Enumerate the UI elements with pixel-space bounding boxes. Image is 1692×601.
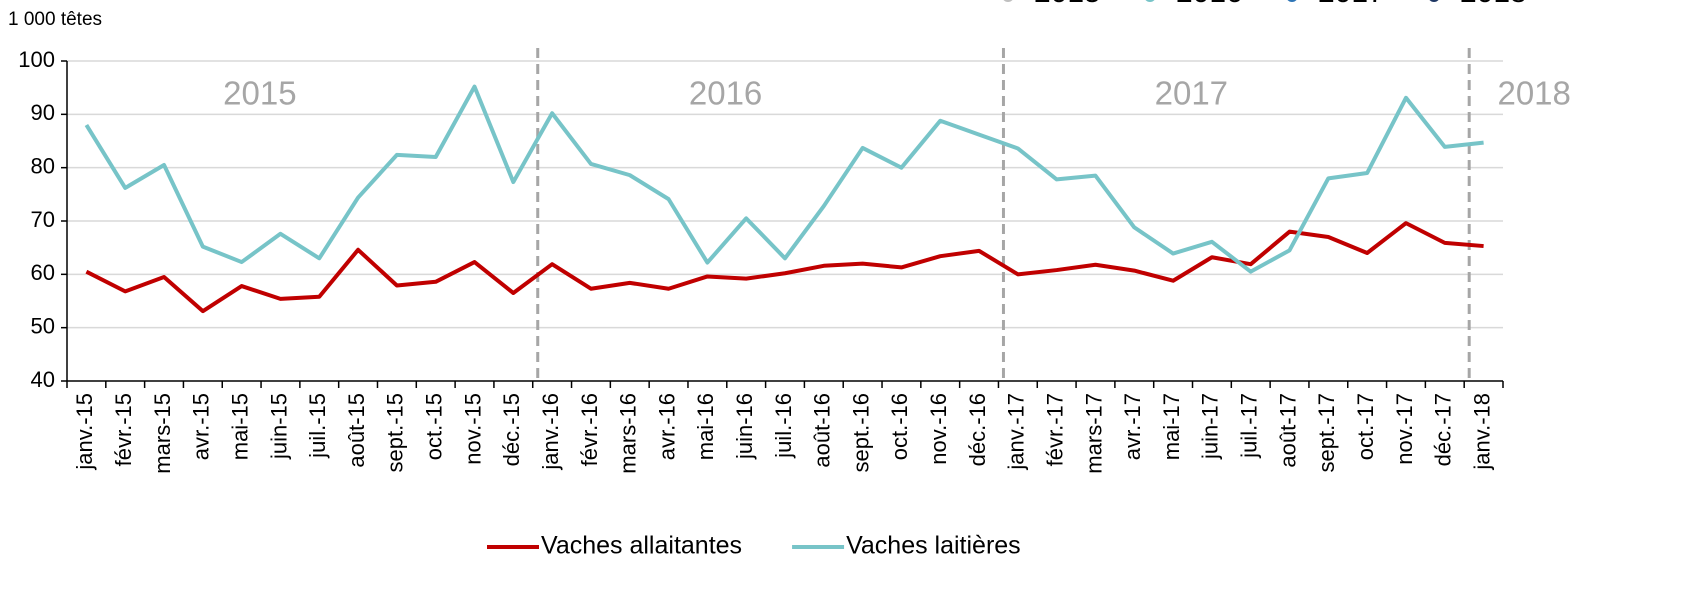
y-tick-label: 40 (31, 367, 55, 392)
x-tick-label: déc.-15 (499, 393, 524, 466)
x-tick-label: mars-17 (1081, 393, 1106, 474)
year-legend-label: 2017 (1318, 0, 1385, 9)
y-tick-label: 60 (31, 260, 55, 285)
x-tick-label: janv.-17 (1004, 393, 1029, 471)
x-tick-label: mars-16 (616, 393, 641, 474)
x-tick-label: août-15 (344, 393, 369, 468)
year-label: 2017 (1155, 75, 1228, 112)
x-tick-label: juin-16 (732, 393, 757, 460)
year-legend-label: 2016 (1176, 0, 1243, 9)
year-label: 2015 (223, 75, 296, 112)
x-tick-label: nov.-16 (926, 393, 951, 465)
x-tick-label: oct.-17 (1353, 393, 1378, 460)
x-tick-label: nov.-17 (1392, 393, 1417, 465)
legend-label: Vaches allaitantes (541, 532, 742, 560)
year-legend-label: 2015 (1034, 0, 1101, 9)
year-legend-marker (1003, 0, 1013, 2)
x-tick-label: mai-16 (693, 393, 718, 460)
series-line (84, 84, 1484, 274)
x-tick-label: févr.-15 (111, 393, 136, 466)
x-tick-label: oct.-15 (422, 393, 447, 460)
year-label: 2018 (1497, 75, 1570, 112)
x-tick-label: juil.-16 (771, 393, 796, 459)
year-legend-marker (1429, 0, 1439, 2)
x-tick-label: sept.-16 (848, 393, 873, 473)
x-tick-label: déc.-16 (965, 393, 990, 466)
year-legend-label: 2018 (1460, 0, 1527, 9)
y-tick-label: 70 (31, 207, 55, 232)
x-tick-label: juil.-15 (305, 393, 330, 459)
x-tick-label: janv.-16 (538, 393, 563, 471)
series-line (85, 221, 1484, 314)
x-tick-label: févr.-17 (1042, 393, 1067, 466)
x-tick-label: sept.-15 (383, 393, 408, 473)
x-tick-label: sept.-17 (1314, 393, 1339, 473)
year-legend-marker (1145, 0, 1155, 2)
legend-label: Vaches laitières (846, 532, 1021, 560)
year-label: 2016 (689, 75, 762, 112)
x-tick-label: avr.-15 (189, 393, 214, 460)
x-tick-label: mai-17 (1159, 393, 1184, 460)
x-tick-label: nov.-15 (460, 393, 485, 465)
x-tick-label: juil.-17 (1237, 393, 1262, 459)
x-tick-label: mars-15 (150, 393, 175, 474)
x-tick-label: mai-15 (227, 393, 252, 460)
y-tick-label: 100 (18, 47, 55, 72)
y-tick-label: 80 (31, 153, 55, 178)
year-legend-marker (1287, 0, 1297, 2)
y-unit-label: 1 000 têtes (8, 9, 102, 30)
x-tick-label: déc.-17 (1431, 393, 1456, 466)
x-tick-label: févr.-16 (577, 393, 602, 466)
x-tick-label: oct.-16 (887, 393, 912, 460)
x-tick-label: janv.-15 (72, 393, 97, 471)
x-tick-label: août-16 (810, 393, 835, 468)
x-tick-label: juin-17 (1198, 393, 1223, 460)
y-tick-label: 90 (31, 100, 55, 125)
x-tick-label: janv.-18 (1469, 393, 1494, 471)
x-tick-label: avr.-17 (1120, 393, 1145, 460)
x-tick-label: avr.-16 (654, 393, 679, 460)
x-tick-label: août-17 (1275, 393, 1300, 468)
x-tick-label: juin-15 (266, 393, 291, 460)
y-tick-label: 50 (31, 313, 55, 338)
